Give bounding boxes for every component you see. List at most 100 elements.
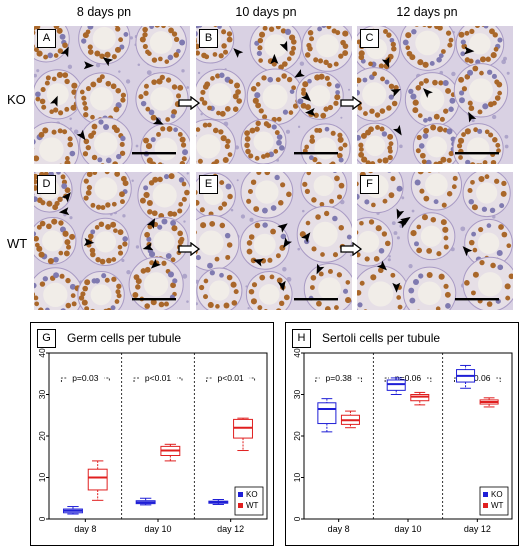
sertoli-cells-chart: H Sertoli cells per tubule 0 10 20 30 40 day 8 d… xyxy=(285,322,519,546)
p-value-label: p=0.06 xyxy=(464,373,491,383)
y-tick-label: 0 xyxy=(37,516,47,521)
micrograph-panel-b: B xyxy=(196,26,352,164)
arrowhead-marker xyxy=(464,46,475,55)
column-header-12-days: 12 days pn xyxy=(396,5,458,19)
arrowhead-marker xyxy=(305,107,316,116)
arrowhead-marker xyxy=(270,53,279,64)
x-tick-label: day 10 xyxy=(394,524,421,534)
tissue-section-image xyxy=(196,172,352,310)
scale-bar xyxy=(455,298,499,301)
micrograph-panel-a: A xyxy=(34,26,190,164)
panel-label-b: B xyxy=(199,29,218,48)
arrowhead-marker xyxy=(393,124,402,136)
arrowhead-marker xyxy=(396,208,405,220)
micrograph-panel-f: F xyxy=(357,172,513,310)
p-value-background xyxy=(66,372,105,383)
arrowhead-marker xyxy=(283,237,292,248)
panel-label-a: A xyxy=(37,29,56,48)
arrowhead-marker xyxy=(233,48,244,58)
legend-swatch xyxy=(483,503,488,508)
micrograph-panel-c: C xyxy=(357,26,513,164)
x-tick-label: day 12 xyxy=(217,524,244,534)
row-header-ko: KO xyxy=(7,92,26,107)
tissue-section-image xyxy=(196,26,352,164)
box-wt-0 xyxy=(340,410,360,429)
legend-swatch xyxy=(238,492,243,497)
panel-label-d: D xyxy=(37,175,56,194)
y-tick-label: 20 xyxy=(37,431,47,441)
x-tick-label: day 12 xyxy=(464,524,491,534)
arrowhead-marker xyxy=(142,242,154,251)
arrowhead-marker xyxy=(61,192,71,203)
arrowhead-marker xyxy=(102,57,114,67)
arrowhead-marker xyxy=(152,116,164,125)
p-value-label: p<0.01 xyxy=(218,373,245,383)
transition-arrow-icon xyxy=(178,96,200,110)
arrowhead-marker xyxy=(60,46,69,58)
micrograph-panel-e: E xyxy=(196,172,352,310)
transition-arrow-icon xyxy=(340,242,362,256)
panel-label-f: F xyxy=(360,175,379,194)
legend-label: WT xyxy=(246,501,259,510)
significance-bracket xyxy=(454,377,501,382)
chart-title: Sertoli cells per tubule xyxy=(322,331,441,345)
legend-label: KO xyxy=(246,490,258,499)
arrowhead-marker xyxy=(462,246,473,257)
p-value-background xyxy=(319,372,358,383)
tissue-section-image xyxy=(357,26,513,164)
panel-label-e: E xyxy=(199,175,218,194)
micrograph-panel-d: D xyxy=(34,172,190,310)
arrowhead-marker xyxy=(301,91,312,102)
legend-label: KO xyxy=(491,490,503,499)
arrowhead-marker xyxy=(76,129,86,141)
y-tick-label: 10 xyxy=(37,473,47,483)
box-ko-2 xyxy=(456,364,476,389)
arrowhead-marker xyxy=(50,95,58,107)
y-tick-label: 30 xyxy=(37,390,47,400)
legend-label: WT xyxy=(491,501,504,510)
p-value-label: p<0.01 xyxy=(145,373,172,383)
column-header-8-days: 8 days pn xyxy=(76,5,132,19)
transition-arrow-icon xyxy=(178,242,200,256)
p-value-label: p=0.06 xyxy=(395,373,422,383)
transition-arrow-icon xyxy=(340,96,362,110)
box-plot: 0 10 20 30 40 day 8 day 10 day 12 p=0.38 p=0.06 p=… xyxy=(292,348,513,534)
arrowhead-marker xyxy=(400,216,411,226)
box-ko-1 xyxy=(386,377,406,395)
box-wt-1 xyxy=(160,443,181,462)
row-header-wt: WT xyxy=(7,236,28,251)
y-tick-label: 0 xyxy=(292,516,302,521)
arrowhead-marker xyxy=(83,238,95,246)
scale-bar xyxy=(294,152,338,155)
p-value-background xyxy=(458,372,497,383)
y-tick-label: 30 xyxy=(292,390,302,400)
legend: KO WT xyxy=(234,486,264,516)
legend-swatch xyxy=(483,492,488,497)
arrowhead-marker xyxy=(381,56,390,68)
arrowhead-marker xyxy=(58,207,70,216)
arrowhead-marker xyxy=(279,40,288,52)
x-tick-label: day 8 xyxy=(74,524,96,534)
arrowhead-marker xyxy=(294,69,305,78)
box-wt-0 xyxy=(87,460,108,501)
legend-swatch xyxy=(238,503,243,508)
arrowhead-marker xyxy=(376,260,387,271)
p-value-background xyxy=(211,372,250,383)
x-tick-label: day 8 xyxy=(328,524,350,534)
tissue-section-image xyxy=(357,172,513,310)
scale-bar xyxy=(132,152,176,155)
legend: KO WT xyxy=(479,486,509,516)
p-value-label: p=0.38 xyxy=(326,373,353,383)
significance-bracket xyxy=(315,377,362,382)
chart-panel-label: G xyxy=(37,329,56,348)
box-wt-2 xyxy=(479,397,499,408)
p-value-background xyxy=(389,372,427,383)
tissue-section-image xyxy=(34,26,190,164)
arrowhead-marker xyxy=(392,282,401,293)
tissue-section-image xyxy=(34,172,190,310)
p-value-background xyxy=(139,372,177,383)
chart-title: Germ cells per tubule xyxy=(67,331,182,345)
significance-bracket xyxy=(60,377,110,382)
arrowhead-marker xyxy=(468,111,477,123)
significance-bracket xyxy=(384,377,432,382)
